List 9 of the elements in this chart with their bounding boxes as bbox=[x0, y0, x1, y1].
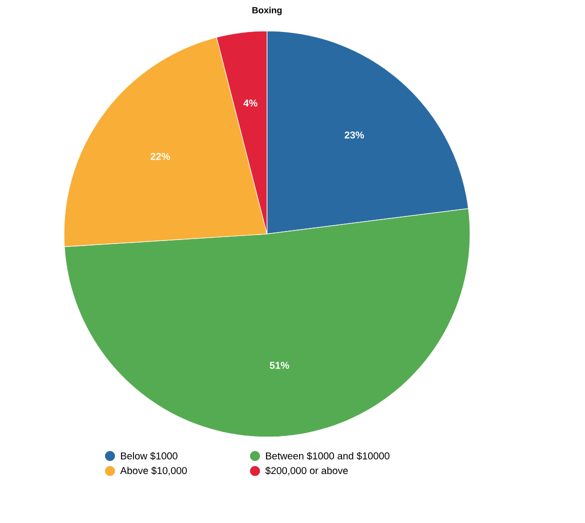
legend-label: Above $10,000 bbox=[120, 466, 187, 476]
legend-label: Between $1000 and $10000 bbox=[266, 452, 390, 460]
data-label: 51% bbox=[270, 362, 290, 369]
chart-title: Boxing bbox=[252, 6, 282, 16]
data-label: 23% bbox=[344, 131, 364, 139]
legend-label: Below $1000 bbox=[121, 452, 178, 460]
data-label: 4% bbox=[243, 100, 258, 107]
data-label: 22% bbox=[150, 152, 170, 160]
legend-label: $200,000 or above bbox=[265, 466, 348, 476]
